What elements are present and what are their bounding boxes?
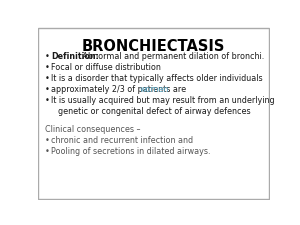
Text: Focal or diffuse distribution: Focal or diffuse distribution: [52, 63, 161, 72]
Text: Pooling of secretions in dilated airways.: Pooling of secretions in dilated airways…: [52, 147, 211, 156]
Text: •: •: [45, 74, 50, 83]
Text: •: •: [45, 136, 50, 145]
Text: approximately 2/3 of patients are: approximately 2/3 of patients are: [52, 85, 189, 94]
Text: chronic and recurrent infection and: chronic and recurrent infection and: [52, 136, 194, 145]
Text: •: •: [45, 63, 50, 72]
Text: It is usually acquired but may result from an underlying: It is usually acquired but may result fr…: [52, 96, 275, 105]
Text: •: •: [45, 52, 50, 61]
Text: women: women: [140, 85, 169, 94]
Text: •: •: [45, 85, 50, 94]
Text: •: •: [45, 96, 50, 105]
Text: genetic or congenital defect of airway defences: genetic or congenital defect of airway d…: [58, 108, 250, 117]
Text: Clinical consequences –: Clinical consequences –: [45, 125, 141, 134]
Text: It is a disorder that typically affects older individuals: It is a disorder that typically affects …: [52, 74, 263, 83]
Text: Definition:: Definition:: [52, 52, 99, 61]
Text: BRONCHIECTASIS: BRONCHIECTASIS: [82, 38, 225, 54]
Text: Abnormal and permanent dilation of bronchi.: Abnormal and permanent dilation of bronc…: [80, 52, 264, 61]
Text: •: •: [45, 147, 50, 156]
